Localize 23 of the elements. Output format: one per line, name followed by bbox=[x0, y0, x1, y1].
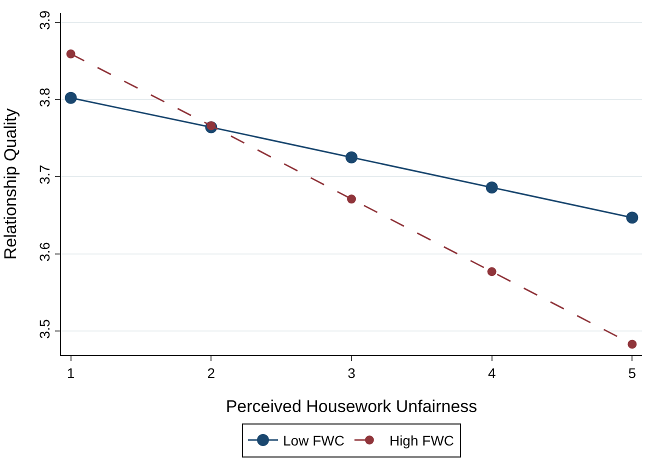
x-tick-label: 2 bbox=[207, 364, 216, 381]
y-tick-label: 3.6 bbox=[36, 242, 52, 262]
x-tick-label: 4 bbox=[488, 364, 496, 381]
point bbox=[66, 49, 76, 58]
point bbox=[486, 181, 498, 194]
point bbox=[626, 212, 638, 224]
x-tick-label: 3 bbox=[348, 364, 356, 381]
y-tick-label: 3.8 bbox=[36, 87, 52, 108]
point bbox=[628, 340, 637, 349]
y-tick-label: 3.9 bbox=[36, 10, 52, 30]
x-tick-label: 5 bbox=[628, 364, 636, 381]
point bbox=[347, 194, 356, 204]
y-tick-label: 3.7 bbox=[36, 164, 52, 184]
y-axis-title: Relationship Quality bbox=[0, 108, 20, 260]
x-tick-label: 1 bbox=[66, 364, 75, 381]
legend-label: High FWC bbox=[389, 432, 454, 448]
legend-label: Low FWC bbox=[283, 432, 344, 448]
x-axis-title: Perceived Housework Unfairness bbox=[226, 397, 478, 416]
y-tick-label: 3.5 bbox=[36, 319, 52, 339]
point bbox=[346, 151, 358, 164]
point bbox=[487, 267, 496, 276]
point bbox=[64, 92, 77, 104]
point bbox=[206, 121, 216, 130]
